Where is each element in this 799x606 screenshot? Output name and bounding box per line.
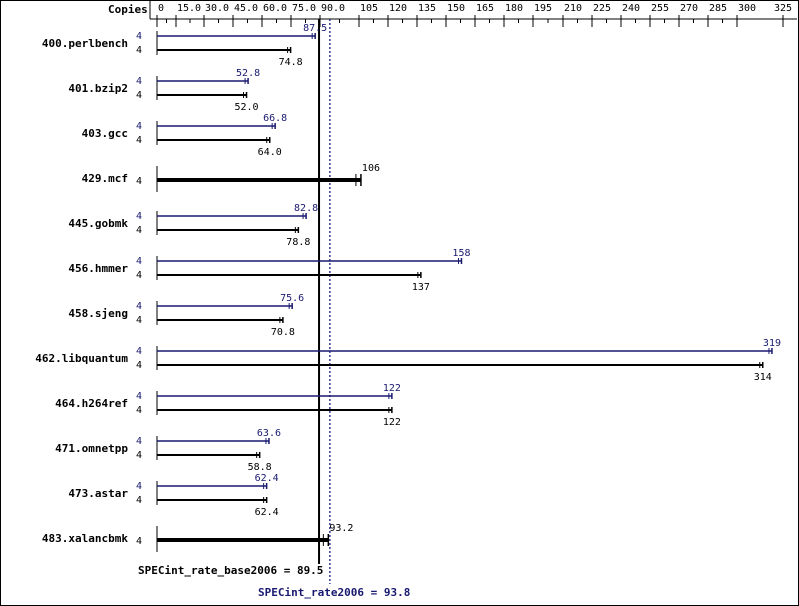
- base-copies: 4: [136, 450, 142, 461]
- base-value-label: 122: [383, 417, 401, 428]
- peak-value-label: 122: [383, 383, 401, 394]
- x-tick-label: 135: [418, 3, 436, 14]
- peak-copies: 4: [136, 31, 142, 42]
- peak-copies: 4: [136, 121, 142, 132]
- x-tick-label: 120: [389, 3, 407, 14]
- peak-copies: 4: [136, 256, 142, 267]
- benchmark-name: 445.gobmk: [68, 217, 128, 230]
- peak-value-label: 63.6: [257, 428, 281, 439]
- benchmark-name: 471.omnetpp: [55, 442, 128, 455]
- mark-layer: SPECint_rate_base2006 = 89.5 SPECint_rate…: [35, 19, 781, 599]
- base-copies: 4: [136, 45, 142, 56]
- x-tick-label: 60.0: [263, 3, 287, 14]
- benchmark-name: 429.mcf: [82, 172, 128, 185]
- peak-copies: 4: [136, 301, 142, 312]
- benchmark-name: 401.bzip2: [68, 82, 128, 95]
- base-copies: 4: [136, 536, 142, 547]
- peak-value-label: 66.8: [263, 113, 287, 124]
- benchmark-name: 403.gcc: [82, 127, 128, 140]
- base-value-label: 58.8: [248, 462, 272, 473]
- base-copies: 4: [136, 176, 142, 187]
- base-copies: 4: [136, 225, 142, 236]
- x-tick-label: 285: [709, 3, 727, 14]
- x-tick-label: 105: [360, 3, 378, 14]
- x-tick-label: 0: [158, 3, 164, 14]
- peak-copies: 4: [136, 436, 142, 447]
- peak-value-label: 75.6: [280, 293, 304, 304]
- x-tick-label: 150: [447, 3, 465, 14]
- benchmark-name: 483.xalancbmk: [42, 532, 128, 545]
- peak-value-label: 82.8: [294, 203, 318, 214]
- base-value-label: 70.8: [271, 327, 295, 338]
- peak-copies: 4: [136, 211, 142, 222]
- base-value-label: 314: [754, 372, 772, 383]
- base-copies: 4: [136, 405, 142, 416]
- base-value-label: 78.8: [286, 237, 310, 248]
- benchmark-name: 400.perlbench: [42, 37, 128, 50]
- base-value-label: 93.2: [329, 523, 353, 534]
- peak-value-label: 158: [452, 248, 470, 259]
- base-copies: 4: [136, 270, 142, 281]
- x-tick-label: 165: [476, 3, 494, 14]
- base-copies: 4: [136, 90, 142, 101]
- base-copies: 4: [136, 360, 142, 371]
- x-tick-label: 195: [534, 3, 552, 14]
- peak-copies: 4: [136, 76, 142, 87]
- peak-value-label: 87.5: [303, 23, 327, 34]
- peak-copies: 4: [136, 346, 142, 357]
- base-value-label: 62.4: [255, 507, 279, 518]
- x-tick-label: 225: [593, 3, 611, 14]
- base-value-label: 137: [412, 282, 430, 293]
- x-tick-label: 270: [680, 3, 698, 14]
- base-copies: 4: [136, 495, 142, 506]
- base-value-label: 64.0: [258, 147, 282, 158]
- peak-value-label: 52.8: [236, 68, 260, 79]
- base-copies: 4: [136, 135, 142, 146]
- peak-value-label: 319: [763, 338, 781, 349]
- x-tick-label: 90.0: [321, 3, 345, 14]
- benchmark-name: 464.h264ref: [55, 397, 128, 410]
- axis-layer: Copies 0 15.0 30.0 45.0 60.0 75.0 90.0 105 120 135…: [108, 0, 797, 27]
- x-tick-label: 75.0: [292, 3, 316, 14]
- base-value-label: 74.8: [279, 57, 303, 68]
- x-tick-label: 45.0: [234, 3, 258, 14]
- x-tick-label: 240: [622, 3, 640, 14]
- base-copies: 4: [136, 315, 142, 326]
- peak-value-label: 62.4: [255, 473, 279, 484]
- x-tick-label: 300: [738, 3, 756, 14]
- base-mean-label: SPECint_rate_base2006 = 89.5: [138, 564, 323, 577]
- x-tick-label: 255: [651, 3, 669, 14]
- x-tick-label: 210: [564, 3, 582, 14]
- copies-header: Copies: [108, 3, 148, 16]
- peak-copies: 4: [136, 391, 142, 402]
- x-tick-label: 30.0: [205, 3, 229, 14]
- peak-copies: 4: [136, 481, 142, 492]
- base-value-label: 52.0: [234, 102, 258, 113]
- benchmark-name: 462.libquantum: [35, 352, 128, 365]
- x-tick-label: 325: [774, 3, 792, 14]
- base-value-label: 106: [362, 163, 380, 174]
- benchmark-name: 456.hmmer: [68, 262, 128, 275]
- peak-mean-label: SPECint_rate2006 = 93.8: [258, 586, 410, 599]
- benchmark-name: 458.sjeng: [68, 307, 128, 320]
- x-tick-label: 15.0: [177, 3, 201, 14]
- benchmark-name: 473.astar: [68, 487, 128, 500]
- x-tick-label: 180: [505, 3, 523, 14]
